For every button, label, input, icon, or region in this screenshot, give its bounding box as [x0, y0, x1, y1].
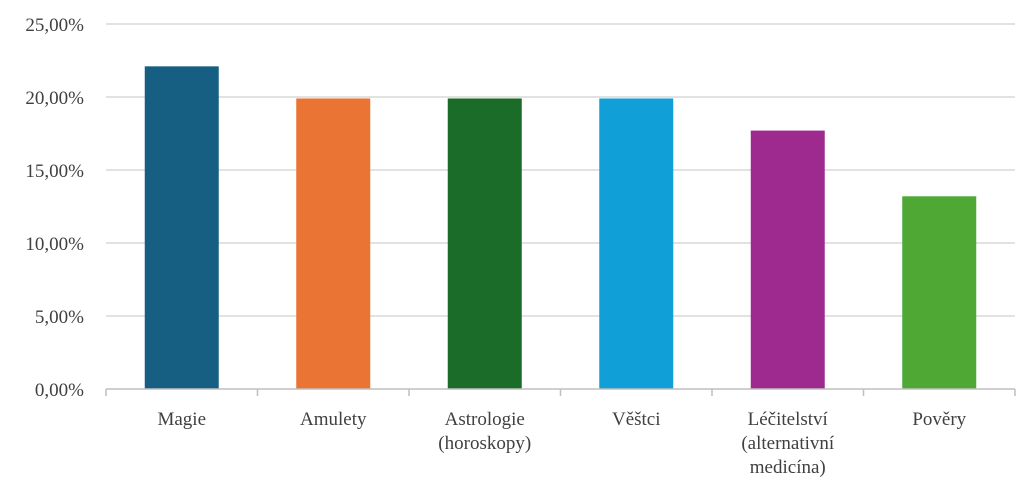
bar: [296, 98, 371, 390]
x-category-label: Věštci: [612, 409, 661, 430]
y-axis-tick-labels: 0,00% 5,00% 10,00% 15,00% 20,00% 25,00%: [25, 15, 84, 401]
x-category-label: Astrologie: [445, 409, 525, 430]
bar: [599, 98, 674, 390]
x-category-label: medicína): [750, 457, 826, 478]
bar: [750, 130, 825, 389]
y-tick-label: 0,00%: [35, 380, 84, 401]
x-axis: [105, 388, 1016, 396]
bar: [902, 196, 977, 389]
y-tick-label: 5,00%: [35, 307, 84, 328]
bar: [447, 98, 522, 390]
y-tick-label: 20,00%: [25, 88, 84, 109]
x-category-label: (horoskopy): [438, 433, 531, 454]
x-category-label: Pověry: [912, 409, 966, 430]
gridlines: [106, 23, 1015, 317]
x-axis-category-labels: Magie Amulety Astrologie (horoskopy) Věštci L…: [157, 409, 966, 478]
bars: [144, 66, 977, 390]
y-tick-label: 25,00%: [25, 15, 84, 36]
x-category-label: (alternativní: [741, 433, 835, 454]
x-category-label: Magie: [157, 409, 206, 430]
bar: [144, 66, 219, 389]
x-category-label: Amulety: [300, 409, 367, 430]
x-category-label: Léčitelství: [748, 409, 829, 430]
y-tick-label: 10,00%: [25, 234, 84, 255]
y-tick-label: 15,00%: [25, 161, 84, 182]
